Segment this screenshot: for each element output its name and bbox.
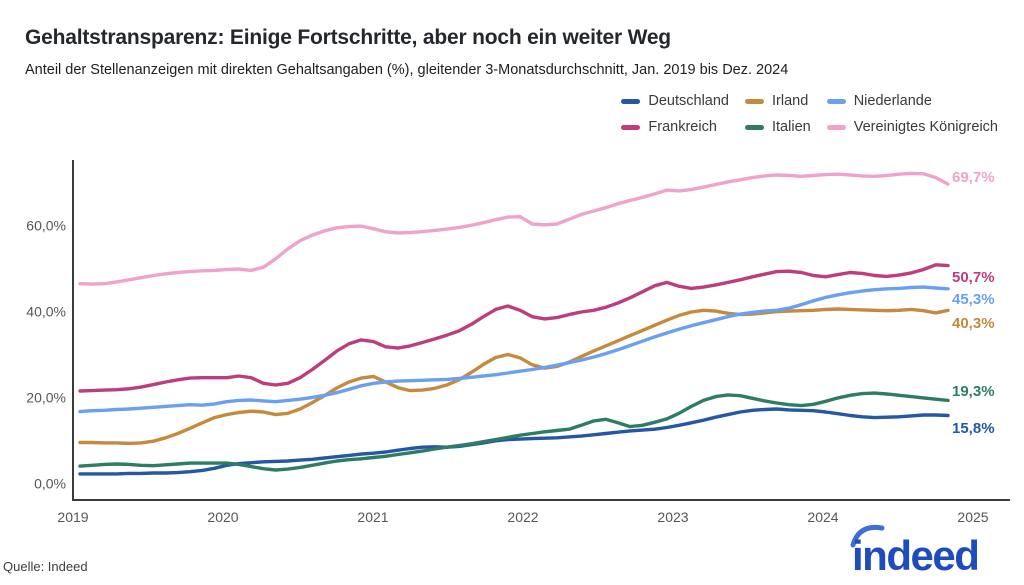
legend-label: Vereinigtes Königreich — [853, 119, 998, 135]
page-subtitle: Anteil der Stellenanzeigen mit direkten … — [25, 62, 789, 78]
y-axis-tick-label: 40,0% — [26, 304, 66, 320]
series-end-labels: 15,8% 40,3% 45,3% 50,7% 19,3% 69,7% — [952, 169, 995, 437]
series-line-vereinigtes-k-nigreich — [78, 171, 950, 286]
page-title: Gehaltstransparenz: Einige Fortschritte,… — [25, 26, 671, 49]
x-axis-tick-label: 2024 — [807, 509, 838, 525]
legend-swatch-icon — [826, 124, 846, 130]
legend-swatch-icon — [745, 124, 764, 130]
series-line-irland — [78, 307, 950, 446]
legend-label: Niederlande — [853, 93, 932, 109]
x-axis-tick-label: 2022 — [507, 509, 538, 525]
end-value-label-frankreich: 50,7% — [952, 269, 995, 286]
y-axis-tick-label: 0,0% — [34, 475, 66, 491]
legend-label: Frankreich — [648, 119, 717, 135]
legend-label: Italien — [772, 119, 811, 135]
legend-swatch-icon — [745, 98, 764, 104]
series-line-niederlande — [78, 285, 950, 414]
x-axis-tick-label: 2021 — [357, 509, 388, 525]
series-lines — [78, 171, 950, 476]
legend-swatch-icon — [621, 124, 641, 130]
indeed-logo: indeed — [846, 520, 1006, 581]
end-value-label-irland: 40,3% — [952, 315, 995, 332]
legend-item-frankreich: Frankreich — [621, 119, 729, 135]
series-line-deutschland — [78, 407, 950, 476]
legend-label: Irland — [772, 93, 809, 109]
legend-item-deutschland: Deutschland — [621, 93, 729, 109]
legend-swatch-icon — [826, 98, 846, 104]
y-axis-tick-label: 60,0% — [26, 218, 66, 234]
indeed-logo-graphic: indeed — [850, 524, 980, 579]
axis-tick-labels: 0,0% 20,0% 40,0% 60,0% 2019 2020 2021 2022 2023 2… — [26, 218, 988, 525]
legend-label: Deutschland — [648, 93, 729, 109]
logo-wordmark: indeed — [852, 532, 978, 576]
legend-item-italien: Italien — [745, 119, 811, 135]
end-value-label-italien: 19,3% — [952, 383, 995, 400]
series-line-italien — [78, 391, 950, 472]
legend-swatch-icon — [621, 98, 641, 104]
logo-swoosh-icon — [850, 524, 885, 548]
legend-item-irland: Irland — [745, 93, 811, 109]
x-axis-tick-label: 2020 — [207, 509, 238, 525]
series-line-frankreich — [78, 263, 950, 393]
legend-item-niederlande: Niederlande — [826, 93, 998, 109]
x-axis-tick-label: 2025 — [957, 509, 988, 525]
end-value-label-deutschland: 15,8% — [952, 420, 995, 437]
end-value-label-vereinigtes-k-nigreich: 69,7% — [952, 169, 995, 186]
axis-lines — [72, 160, 1010, 501]
y-axis-tick-label: 20,0% — [26, 389, 66, 405]
x-axis-tick-label: 2023 — [657, 509, 688, 525]
x-axis-tick-label: 2019 — [57, 509, 88, 525]
source-note: Quelle: Indeed — [3, 559, 88, 574]
chart-legend: Deutschland Irland Niederlande Frankreich It… — [621, 93, 998, 135]
end-value-label-niederlande: 45,3% — [952, 291, 995, 308]
legend-item-vereinigtes-k-nigreich: Vereinigtes Königreich — [826, 119, 998, 135]
